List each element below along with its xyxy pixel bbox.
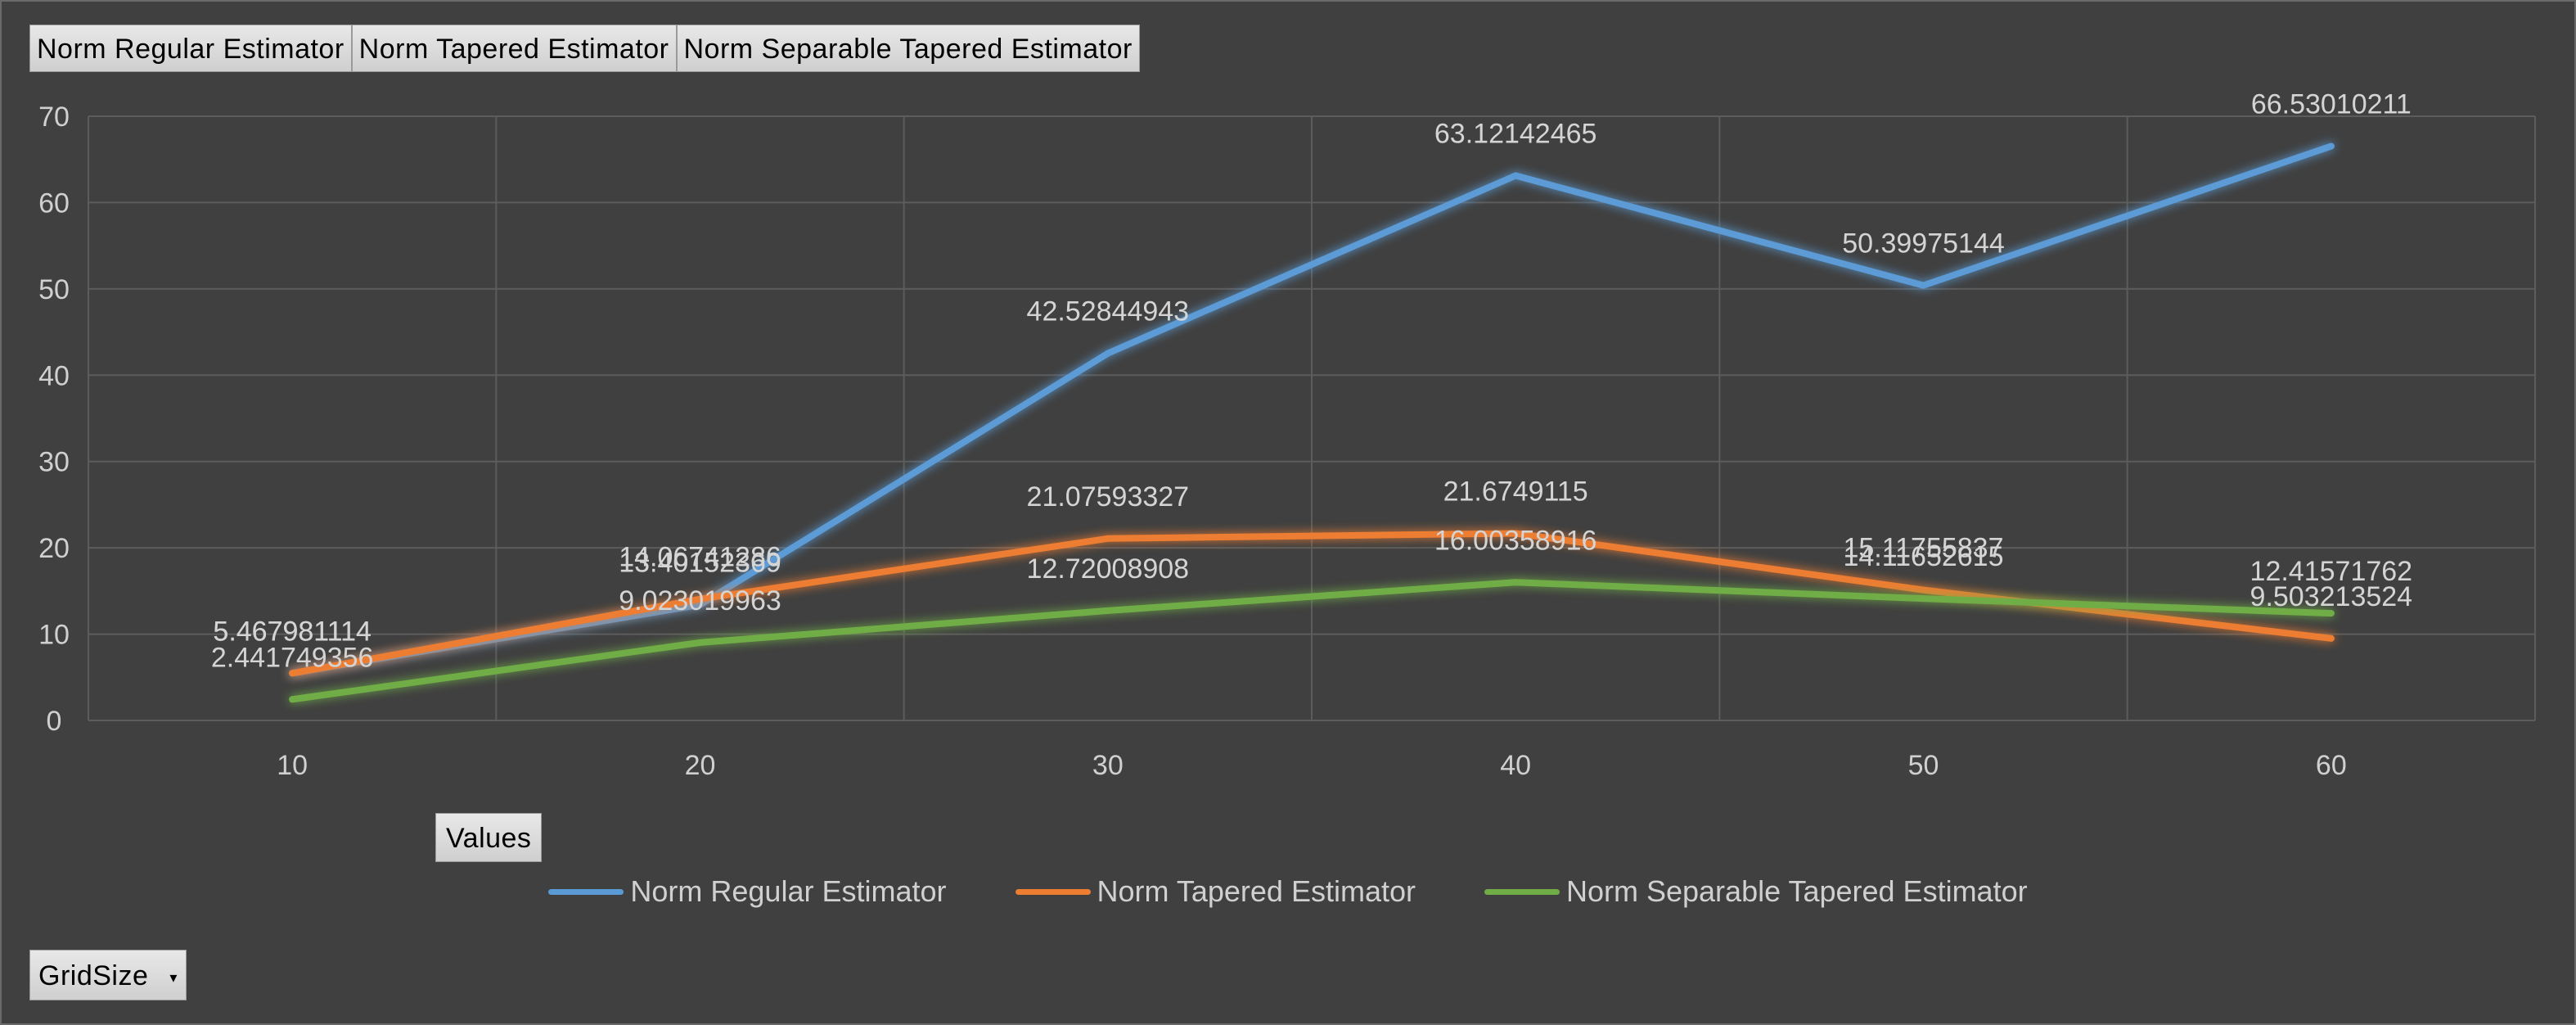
data-point-norm-separable-tapered-estimator[interactable] [289, 696, 296, 703]
data-label-norm-tapered-estimator: 9.503213524 [2250, 581, 2413, 612]
data-label-norm-separable-tapered-estimator: 12.41571762 [2250, 556, 2413, 587]
x-tick-label: 60 [2316, 750, 2347, 781]
series-line-norm-regular-estimator[interactable] [289, 142, 2335, 677]
data-point-norm-separable-tapered-estimator[interactable] [2327, 610, 2335, 617]
y-tick-label: 40 [38, 360, 70, 391]
gridsize-field-button[interactable]: GridSize ▾ [29, 950, 187, 1000]
data-label-norm-tapered-estimator: 15.11755837 [1843, 533, 2003, 564]
data-label-norm-regular-estimator: 42.52844943 [1027, 296, 1190, 327]
y-tick-label: 60 [38, 187, 70, 219]
x-axis-ticks: 10 20 30 40 50 60 [277, 750, 2346, 781]
data-label-norm-separable-tapered-estimator: 12.72008908 [1027, 553, 1190, 585]
y-tick-label: 30 [38, 447, 70, 478]
legend-item-norm-separable-tapered-estimator[interactable]: Norm Separable Tapered Estimator [1484, 874, 2028, 909]
field-button-norm-tapered-estimator[interactable]: Norm Tapered Estimator [351, 25, 677, 72]
x-tick-label: 50 [1908, 750, 1939, 781]
x-tick-label: 30 [1092, 750, 1124, 781]
data-label-norm-regular-estimator: 50.39975144 [1842, 228, 2005, 260]
data-point-norm-tapered-estimator[interactable] [289, 670, 296, 677]
data-label-norm-separable-tapered-estimator: 16.00358916 [1434, 525, 1597, 556]
data-point-norm-regular-estimator[interactable] [1920, 282, 1927, 289]
data-point-norm-regular-estimator[interactable] [1512, 172, 1520, 179]
legend-label: Norm Separable Tapered Estimator [1565, 874, 2028, 908]
x-tick-label: 40 [1500, 750, 1531, 781]
gridlines [88, 115, 2536, 721]
y-tick-label: 50 [38, 274, 70, 305]
data-point-norm-regular-estimator[interactable] [2327, 142, 2335, 150]
y-tick-label: 10 [38, 620, 70, 651]
data-label-norm-regular-estimator: 66.53010211 [2251, 89, 2412, 120]
data-point-norm-separable-tapered-estimator[interactable] [1104, 607, 1111, 614]
series-field-buttons: Norm Regular Estimator Norm Tapered Esti… [29, 25, 1140, 72]
data-point-norm-separable-tapered-estimator[interactable] [696, 639, 704, 646]
data-label-norm-separable-tapered-estimator: 9.023019963 [619, 585, 781, 616]
legend-swatch-orange [1015, 888, 1091, 895]
y-tick-label: 70 [38, 102, 70, 133]
data-label-norm-regular-estimator: 5.467981114 [213, 616, 372, 647]
legend-label: Norm Tapered Estimator [1097, 874, 1416, 908]
legend-item-norm-regular-estimator[interactable]: Norm Regular Estimator [548, 874, 947, 909]
data-label-norm-tapered-estimator: 21.07593327 [1027, 481, 1190, 512]
data-point-norm-regular-estimator[interactable] [1104, 350, 1111, 357]
data-point-norm-separable-tapered-estimator[interactable] [1920, 595, 1927, 603]
data-label-norm-tapered-estimator: 14.06741286 [619, 542, 781, 573]
data-point-norm-tapered-estimator[interactable] [1920, 586, 1927, 594]
data-label-norm-tapered-estimator: 5.467981114 [213, 616, 372, 647]
gridsize-label: GridSize [38, 960, 149, 991]
legend-swatch-green [1484, 888, 1560, 895]
series-line-norm-separable-tapered-estimator[interactable] [289, 579, 2335, 703]
field-button-norm-separable-tapered-estimator[interactable]: Norm Separable Tapered Estimator [676, 25, 1140, 72]
legend-label: Norm Regular Estimator [630, 874, 947, 908]
data-label-norm-regular-estimator: 63.12142465 [1434, 119, 1597, 150]
series-lines [289, 142, 2335, 703]
y-tick-label: 20 [38, 533, 70, 564]
x-tick-label: 10 [277, 750, 308, 781]
data-label-norm-separable-tapered-estimator: 14.11652615 [1843, 541, 2003, 572]
y-tick-label: 0 [47, 706, 62, 737]
x-tick-label: 20 [685, 750, 716, 781]
y-axis-ticks: 0 10 20 30 40 50 60 70 [38, 102, 70, 737]
field-button-norm-regular-estimator[interactable]: Norm Regular Estimator [29, 25, 352, 72]
data-point-norm-tapered-estimator[interactable] [1104, 535, 1111, 542]
data-label-norm-regular-estimator: 13.40152369 [619, 548, 781, 579]
chart-legend: Norm Regular Estimator Norm Tapered Esti… [0, 874, 2576, 909]
values-field-button[interactable]: Values [435, 813, 543, 862]
data-label-norm-tapered-estimator: 21.6749115 [1443, 476, 1588, 507]
dropdown-arrow-icon[interactable]: ▾ [169, 969, 178, 987]
data-point-norm-regular-estimator[interactable] [696, 601, 704, 608]
data-point-norm-tapered-estimator[interactable] [1512, 530, 1520, 537]
legend-swatch-blue [548, 888, 624, 895]
data-labels: 5.467981114 13.40152369 42.52844943 63.1214… [211, 89, 2412, 674]
data-point-norm-tapered-estimator[interactable] [696, 595, 704, 603]
data-point-norm-separable-tapered-estimator[interactable] [1512, 579, 1520, 586]
data-point-norm-tapered-estimator[interactable] [2327, 634, 2335, 642]
data-label-norm-separable-tapered-estimator: 2.441749356 [211, 642, 374, 673]
legend-item-norm-tapered-estimator[interactable]: Norm Tapered Estimator [1015, 874, 1416, 909]
